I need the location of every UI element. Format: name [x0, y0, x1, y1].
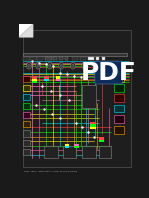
Circle shape	[28, 64, 30, 67]
Bar	[100, 137, 104, 140]
Bar	[114, 94, 124, 102]
Polygon shape	[19, 24, 33, 37]
Bar	[23, 149, 30, 155]
Bar	[74, 146, 79, 148]
Bar	[90, 124, 96, 127]
Bar	[23, 130, 30, 137]
Bar	[32, 81, 37, 83]
Bar	[44, 76, 49, 79]
Circle shape	[27, 62, 32, 69]
Bar	[44, 146, 58, 158]
Bar	[96, 57, 100, 60]
Bar	[114, 84, 124, 92]
Bar	[80, 57, 86, 60]
Circle shape	[83, 64, 86, 67]
Bar	[74, 144, 79, 146]
Bar	[44, 79, 49, 81]
Circle shape	[82, 62, 87, 69]
Bar	[114, 105, 124, 112]
FancyBboxPatch shape	[95, 61, 122, 84]
Bar	[23, 85, 30, 91]
Bar	[82, 146, 96, 158]
Bar	[63, 146, 76, 158]
Circle shape	[47, 62, 52, 69]
Bar	[114, 74, 124, 82]
Bar	[65, 144, 69, 146]
Bar	[114, 126, 124, 133]
Bar	[23, 121, 30, 128]
Bar	[56, 76, 60, 79]
Bar	[100, 146, 111, 158]
Bar	[59, 57, 63, 60]
Circle shape	[37, 64, 39, 67]
Bar	[65, 57, 68, 60]
Bar	[23, 53, 127, 56]
Polygon shape	[19, 24, 33, 37]
Circle shape	[72, 64, 74, 67]
Bar	[23, 76, 30, 82]
Bar	[30, 57, 37, 60]
Bar	[53, 57, 57, 60]
Circle shape	[49, 64, 51, 67]
Bar	[45, 57, 52, 60]
Circle shape	[59, 62, 64, 69]
Bar	[114, 115, 124, 123]
Bar	[23, 103, 30, 109]
Bar	[32, 76, 37, 79]
Circle shape	[70, 62, 75, 69]
Bar	[65, 146, 69, 148]
Bar	[37, 57, 44, 60]
Bar	[82, 85, 96, 108]
Bar	[88, 57, 94, 60]
Bar	[90, 122, 96, 124]
Text: PDF: PDF	[81, 61, 137, 85]
Bar	[23, 112, 30, 118]
Text: 1997-1998 - Instrument Cluster Wiring Diagram: 1997-1998 - Instrument Cluster Wiring Di…	[24, 170, 78, 171]
Bar	[100, 140, 104, 142]
Bar	[56, 79, 60, 81]
Bar	[23, 140, 30, 146]
Bar	[32, 79, 37, 81]
Bar	[90, 127, 96, 129]
Bar	[72, 57, 78, 60]
Bar	[23, 94, 30, 100]
Circle shape	[36, 62, 41, 69]
Bar	[102, 57, 105, 60]
Circle shape	[60, 64, 62, 67]
Bar	[23, 57, 30, 60]
